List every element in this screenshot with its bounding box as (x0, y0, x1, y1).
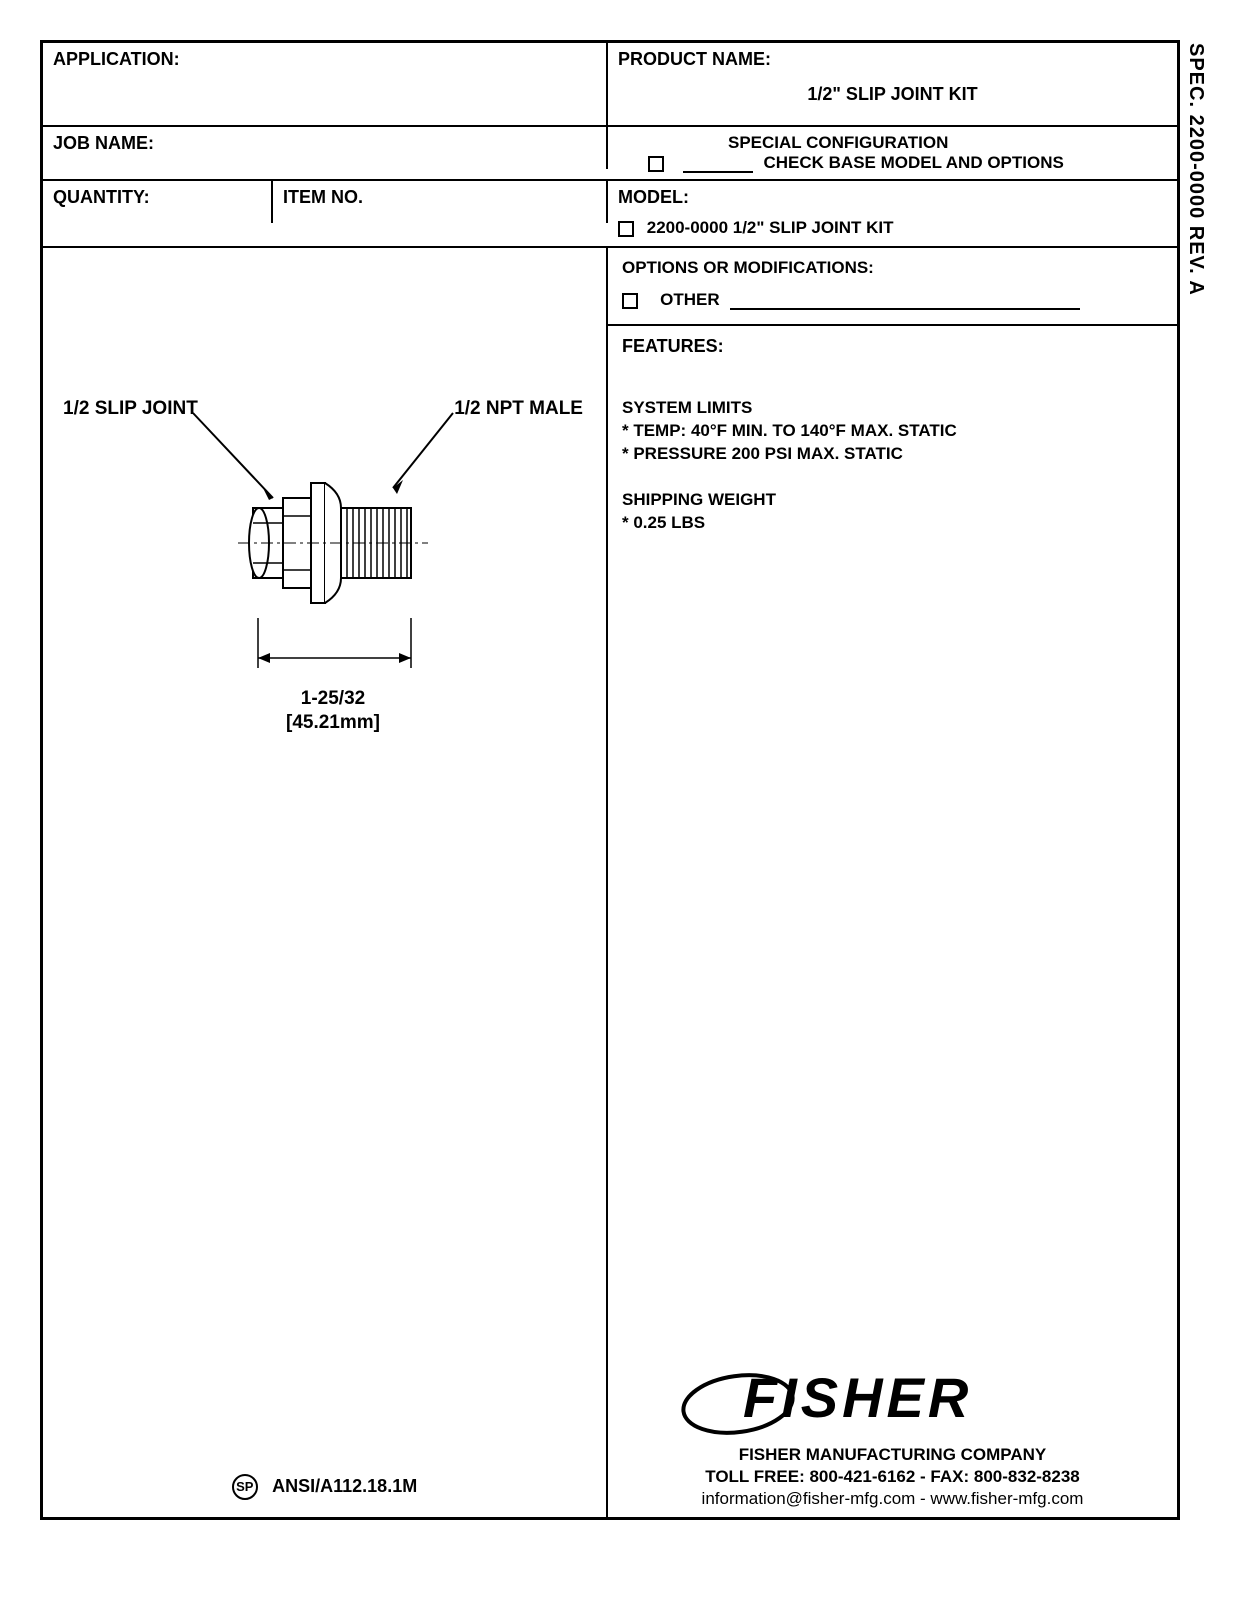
model-cell-wrap: MODEL: 2200-0000 1/2" SLIP JOINT KIT (608, 181, 1177, 246)
main-area: 1/2 SLIP JOINT 1/2 NPT MALE (43, 248, 1177, 1518)
svg-text:FISHER: FISHER (743, 1366, 972, 1429)
weight-line: * 0.25 LBS (622, 512, 1163, 535)
features-header: FEATURES: (608, 326, 1177, 367)
dimension-mm: [45.21mm] (253, 712, 413, 734)
product-name-cell: PRODUCT NAME: 1/2" SLIP JOINT KIT (608, 43, 1177, 125)
product-name-value: 1/2" SLIP JOINT KIT (618, 70, 1167, 105)
drawing-area: 1/2 SLIP JOINT 1/2 NPT MALE (43, 248, 608, 1518)
row-jobname: JOB NAME: SPECIAL CONFIGURATION CHECK BA… (43, 127, 1177, 181)
itemno-label: ITEM NO. (273, 181, 606, 223)
model-value: 2200-0000 1/2" SLIP JOINT KIT (608, 214, 1177, 246)
qty-item-cell: QUANTITY: ITEM NO. (43, 181, 608, 223)
row-application: APPLICATION: PRODUCT NAME: 1/2" SLIP JOI… (43, 43, 1177, 127)
blank-line (683, 171, 753, 173)
label-slip-joint: 1/2 SLIP JOINT (63, 398, 198, 420)
model-value-text: 2200-0000 1/2" SLIP JOINT KIT (647, 218, 894, 237)
logo-block: FISHER FISHER MANUFACTURING COMPANY TOLL… (608, 1359, 1177, 1510)
product-name-label: PRODUCT NAME: (618, 49, 1167, 70)
checkbox-other[interactable] (622, 293, 638, 309)
row-qty-model: QUANTITY: ITEM NO. MODEL: 2200-0000 1/2"… (43, 181, 1177, 248)
drawing: 1/2 SLIP JOINT 1/2 NPT MALE (63, 368, 583, 753)
special-config-cell: SPECIAL CONFIGURATION CHECK BASE MODEL A… (608, 127, 1177, 179)
company-name: FISHER MANUFACTURING COMPANY (608, 1444, 1177, 1466)
model-label: MODEL: (608, 181, 1177, 214)
checkbox-model[interactable] (618, 221, 634, 237)
other-label: OTHER (660, 290, 720, 309)
ansi-text: ANSI/A112.18.1M (272, 1476, 417, 1496)
csa-icon: SP (232, 1474, 258, 1500)
label-npt-male: 1/2 NPT MALE (454, 398, 583, 420)
special-config-text: SPECIAL CONFIGURATION (728, 133, 948, 152)
dimension-inches: 1-25/32 (253, 688, 413, 710)
ansi-block: SP ANSI/A112.18.1M (43, 1474, 606, 1500)
checkbox-special[interactable] (648, 156, 664, 172)
jobname-label: JOB NAME: (43, 127, 608, 169)
other-blank (730, 308, 1080, 310)
spec-sheet: SPEC. 2200-0000 REV. A APPLICATION: PROD… (40, 40, 1180, 1520)
check-base-text: CHECK BASE MODEL AND OPTIONS (763, 153, 1063, 172)
options-header: OPTIONS OR MODIFICATIONS: (622, 258, 1163, 278)
side-spec-label: SPEC. 2200-0000 REV. A (1184, 43, 1207, 296)
options-block: OPTIONS OR MODIFICATIONS: OTHER (608, 248, 1177, 326)
spec-area: OPTIONS OR MODIFICATIONS: OTHER FEATURES… (608, 248, 1177, 1518)
shipping-weight-hdr: SHIPPING WEIGHT (622, 489, 1163, 512)
features-body: SYSTEM LIMITS * TEMP: 40°F MIN. TO 140°F… (608, 367, 1177, 545)
fisher-logo-icon: FISHER (678, 1359, 1108, 1439)
system-limits-hdr: SYSTEM LIMITS (622, 397, 1163, 420)
temp-line: * TEMP: 40°F MIN. TO 140°F MAX. STATIC (622, 420, 1163, 443)
quantity-label: QUANTITY: (43, 181, 273, 223)
application-label: APPLICATION: (43, 43, 608, 125)
company-phone: TOLL FREE: 800-421-6162 - FAX: 800-832-8… (608, 1466, 1177, 1488)
company-contact: information@fisher-mfg.com - www.fisher-… (608, 1488, 1177, 1510)
pressure-line: * PRESSURE 200 PSI MAX. STATIC (622, 443, 1163, 466)
